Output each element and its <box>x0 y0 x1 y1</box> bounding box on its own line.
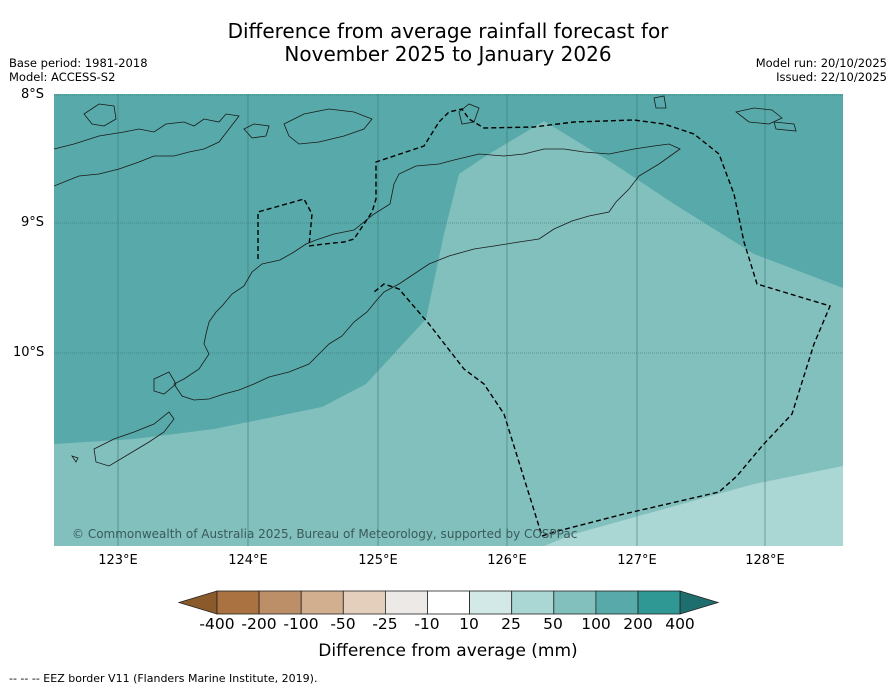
zone-dark-teal <box>54 94 843 444</box>
colorbar-segment <box>637 590 681 615</box>
cbar-tick: 50 <box>543 615 563 633</box>
sumba-coastline <box>93 411 175 467</box>
meta-right: Model run: 20/10/2025 Issued: 22/10/2025 <box>756 56 887 84</box>
cbar-tick: -100 <box>283 615 319 633</box>
model-run: Model run: 20/10/2025 <box>755 56 887 70</box>
colorbar-segment <box>511 590 555 615</box>
colorbar-segment <box>553 590 597 615</box>
map-canvas <box>54 94 843 546</box>
colorbar-segment <box>384 590 428 615</box>
flores-coastline <box>54 113 240 187</box>
alor-coastline <box>243 123 270 139</box>
atauro-coastline <box>458 103 480 125</box>
title-line-2: November 2025 to January 2026 <box>284 42 612 66</box>
colorbar-max-arrow <box>679 590 720 615</box>
leti-coastline <box>735 107 783 125</box>
colorbar-segment <box>342 590 386 615</box>
colorbar-segment <box>258 590 302 615</box>
colorbar-segment <box>595 590 639 615</box>
cbar-tick: 100 <box>581 615 611 633</box>
moa-coastline <box>773 121 797 132</box>
base-period: Base period: 1981-2018 <box>9 56 148 70</box>
lat-label-10s: 10°S <box>13 345 45 360</box>
lat-label-9s: 9°S <box>21 215 45 230</box>
lon-label-126e: 126°E <box>487 553 527 568</box>
title-line-1: Difference from average rainfall forecas… <box>227 19 669 43</box>
lon-label-127e: 127°E <box>617 553 657 568</box>
lon-label-123e: 123°E <box>98 553 138 568</box>
colorbar <box>178 590 720 615</box>
eez-border <box>257 108 831 537</box>
rainfall-map[interactable] <box>54 94 843 546</box>
rote-coastline <box>153 371 177 395</box>
cbar-tick: 25 <box>501 615 521 633</box>
chart-title: Difference from average rainfall forecas… <box>0 20 896 66</box>
cbar-tick: -400 <box>199 615 235 633</box>
colorbar-segment <box>300 590 344 615</box>
colorbar-label: Difference from average (mm) <box>318 641 578 661</box>
lon-label-128e: 128°E <box>745 553 785 568</box>
colorbar-min-arrow <box>178 590 218 615</box>
cbar-tick: 200 <box>623 615 653 633</box>
lon-label-124e: 124°E <box>228 553 268 568</box>
colorbar-segment <box>216 590 260 615</box>
timor-coastline <box>173 143 681 401</box>
cbar-tick: 400 <box>665 615 695 633</box>
islet-outline-sw <box>71 455 79 463</box>
issued-date: Issued: 22/10/2025 <box>776 70 887 84</box>
wetar-coastline <box>283 108 373 145</box>
cbar-tick: -50 <box>330 615 356 633</box>
lat-gridlines <box>54 94 843 354</box>
colorbar-segment <box>427 590 470 615</box>
zone-light-teal <box>544 466 843 546</box>
lon-label-125e: 125°E <box>358 553 398 568</box>
model-name: Model: ACCESS-S2 <box>9 70 116 84</box>
colorbar-segment <box>469 590 513 615</box>
cbar-tick: -25 <box>372 615 398 633</box>
cbar-tick: -200 <box>241 615 277 633</box>
copyright-credit: © Commonwealth of Australia 2025, Bureau… <box>72 527 578 541</box>
cbar-tick: -10 <box>414 615 440 633</box>
eez-footnote: -- -- -- EEZ border V11 (Flanders Marine… <box>9 672 318 685</box>
lat-label-8s: 8°S <box>21 87 45 102</box>
islet-outline <box>653 95 667 109</box>
cbar-tick: 10 <box>459 615 479 633</box>
meta-left: Base period: 1981-2018 Model: ACCESS-S2 <box>9 56 148 84</box>
island-outline <box>83 103 117 127</box>
